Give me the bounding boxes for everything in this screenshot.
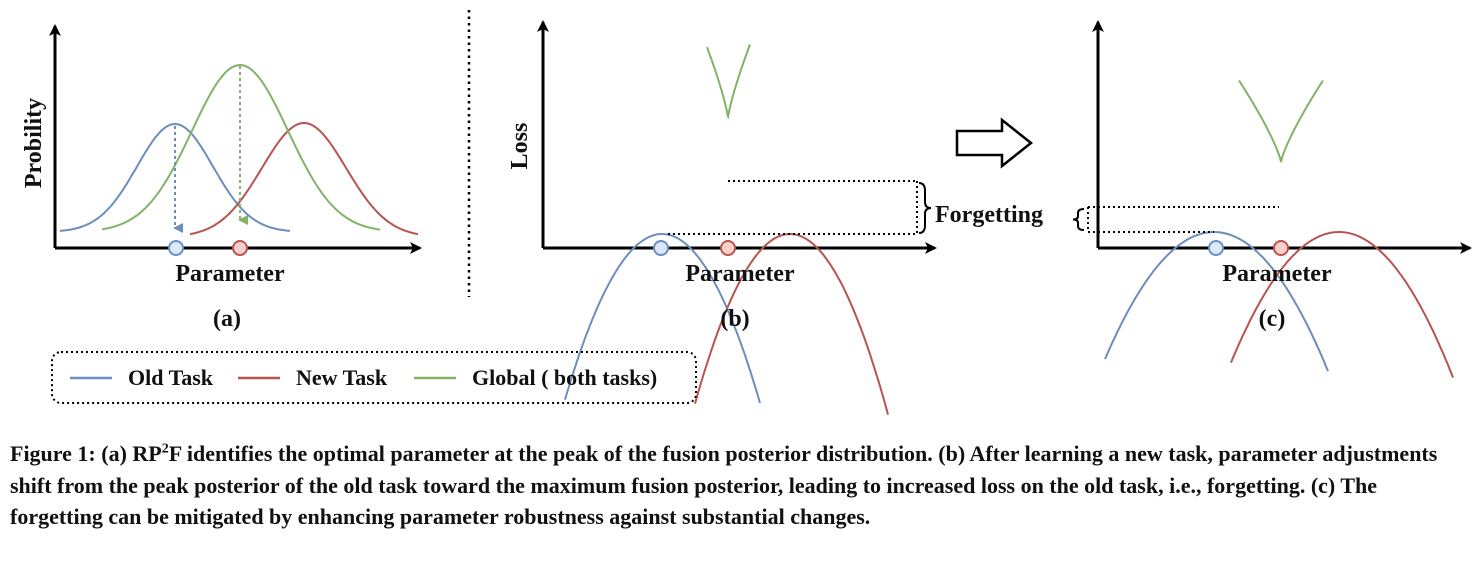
panel-a-new-optimum-dot — [232, 240, 248, 256]
panel-b-forgetting-label: Forgetting — [935, 202, 1043, 228]
panel-c-old-optimum-dot — [1208, 240, 1224, 256]
panel-b-forgetting-brace — [918, 182, 932, 234]
figure-diagram: Probility Parameter (a) Forgetting Loss … — [21, 10, 1472, 415]
figure-caption: Figure 1: (a) RP2F identifies the optima… — [10, 438, 1472, 533]
panel-b-x-label: Parameter — [685, 261, 795, 287]
legend-label-new-task: New Task — [296, 365, 388, 390]
panel-c-global-curve — [1238, 79, 1324, 163]
panel-b-old-optimum-dot — [653, 240, 669, 256]
legend-box — [51, 351, 697, 404]
panel-b-sub-label: (b) — [720, 306, 749, 332]
panel-b-new-optimum-dot — [720, 240, 736, 256]
panel-c-new-optimum-dot — [1273, 240, 1289, 256]
legend: Old Task New Task Global ( both tasks) — [51, 351, 697, 404]
legend-label-old-task: Old Task — [128, 365, 214, 390]
panel-c-new-task-curve — [1230, 231, 1454, 378]
panel-b-global-curve — [706, 44, 751, 120]
panel-c-old-task-curve — [1104, 231, 1329, 372]
panel-a-y-label: Probility — [21, 98, 47, 188]
panel-a-global-curve — [101, 63, 381, 231]
panel-c-sub-label: (c) — [1259, 306, 1286, 332]
legend-item-new-task: New Task — [238, 365, 388, 390]
caption-superscript: 2 — [161, 441, 169, 457]
panel-c-forgetting-brace — [1072, 208, 1085, 231]
panel-a-x-label: Parameter — [175, 261, 285, 287]
panel-b-y-label: Loss — [507, 123, 533, 170]
panel-a-sub-label: (a) — [213, 306, 241, 332]
legend-item-global: Global ( both tasks) — [414, 365, 657, 390]
panel-a-new-task-curve — [189, 121, 419, 236]
legend-item-old-task: Old Task — [70, 365, 214, 390]
panel-c-x-label: Parameter — [1222, 261, 1332, 287]
panel-b: Forgetting Loss Parameter (b) — [507, 20, 1043, 415]
caption-text: F identifies the optimal parameter at th… — [10, 441, 1438, 529]
panel-a-old-task-curve — [59, 122, 291, 232]
right-hollow-arrow-icon — [955, 117, 1034, 169]
panel-c: Parameter (c) — [1072, 20, 1472, 378]
panel-a-old-optimum-dot — [168, 240, 184, 256]
panel-a: Probility Parameter (a) — [21, 24, 422, 332]
legend-label-global: Global ( both tasks) — [472, 365, 657, 390]
panel-b-new-task-curve — [694, 233, 889, 415]
caption-prefix: Figure 1: (a) RP — [10, 441, 162, 466]
